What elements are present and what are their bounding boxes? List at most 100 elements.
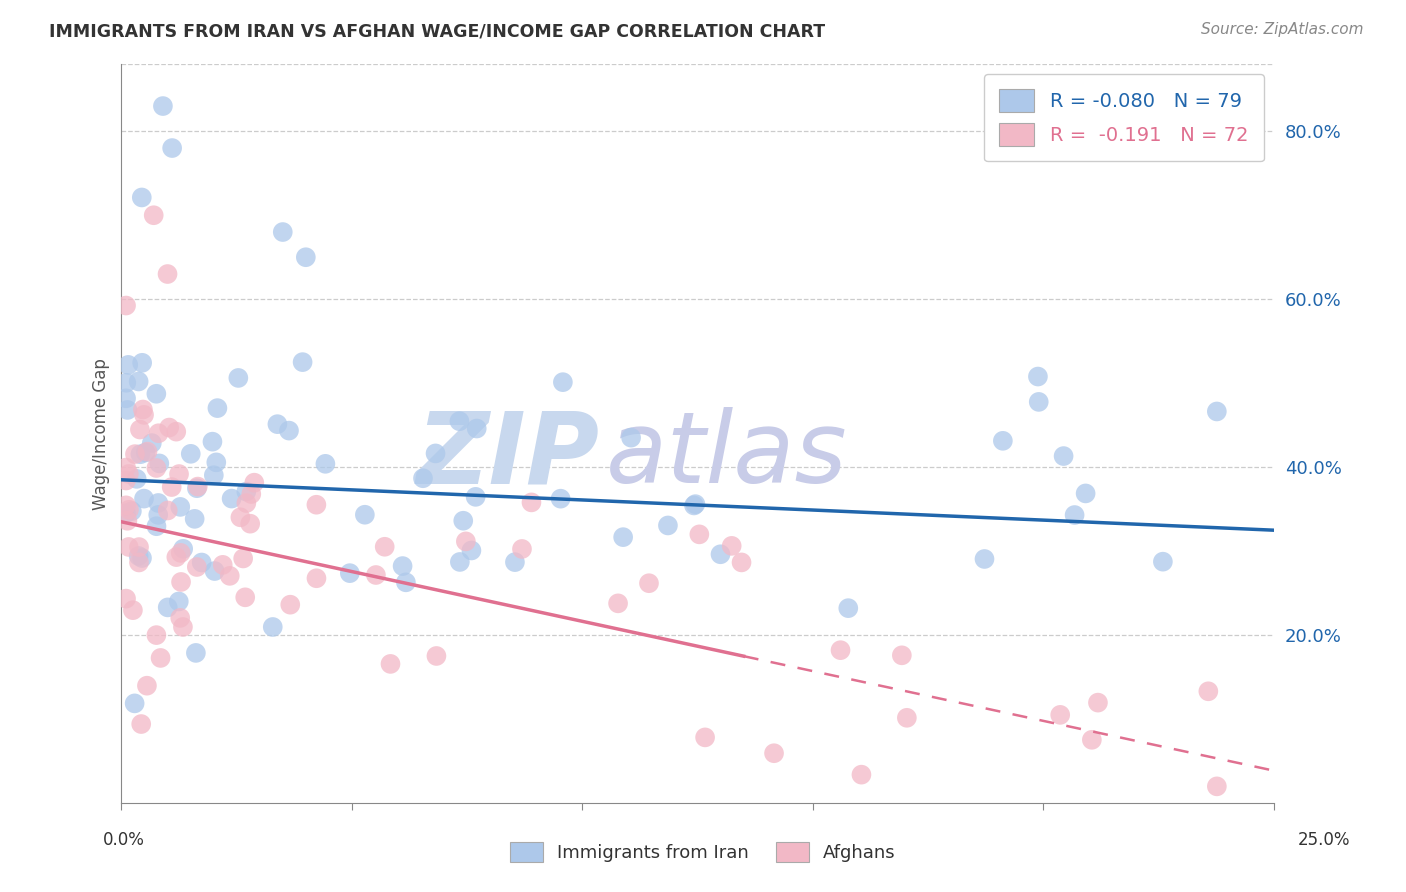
Point [1205,780,1227,794]
Point [339,566,361,581]
Point [830,643,852,657]
Point [240,487,263,501]
Point [1087,696,1109,710]
Y-axis label: Wage/Income Gap: Wage/Income Gap [93,358,110,509]
Point [205,455,228,469]
Point [295,250,318,264]
Point [184,646,207,660]
Point [837,601,859,615]
Point [128,540,150,554]
Point [454,534,477,549]
Point [685,497,707,511]
Point [115,299,138,313]
Point [233,591,256,605]
Point [607,596,630,610]
Point [391,559,413,574]
Point [172,541,194,556]
Point [720,539,742,553]
Point [183,512,205,526]
Point [1152,555,1174,569]
Point [243,475,266,490]
Text: atlas: atlas [606,408,846,504]
Point [425,648,447,663]
Point [165,425,187,439]
Point [117,514,139,528]
Point [412,471,434,485]
Point [145,628,167,642]
Point [395,575,418,590]
Point [115,499,138,513]
Point [145,519,167,533]
Point [160,480,183,494]
Point [186,481,208,495]
Point [374,540,396,554]
Point [278,598,301,612]
Point [124,447,146,461]
Point [115,392,138,406]
Point [115,591,138,606]
Text: 25.0%: 25.0% [1298,831,1351,849]
Point [465,421,488,435]
Point [186,560,208,574]
Point [991,434,1014,448]
Point [1026,369,1049,384]
Text: IMMIGRANTS FROM IRAN VS AFGHAN WAGE/INCOME GAP CORRELATION CHART: IMMIGRANTS FROM IRAN VS AFGHAN WAGE/INCO… [49,22,825,40]
Point [132,402,155,417]
Point [291,355,314,369]
Point [202,468,225,483]
Point [142,208,165,222]
Point [180,447,202,461]
Point [204,564,226,578]
Point [132,491,155,506]
Point [232,551,254,566]
Point [364,568,387,582]
Point [149,651,172,665]
Point [449,555,471,569]
Point [131,551,153,566]
Point [118,467,141,481]
Point [117,358,139,372]
Point [190,556,212,570]
Point [1074,486,1097,500]
Point [1197,684,1219,698]
Point [115,460,138,475]
Point [451,514,474,528]
Point [128,549,150,563]
Point [709,547,731,561]
Point [129,423,152,437]
Point [239,516,262,531]
Point [218,569,240,583]
Point [657,518,679,533]
Point [157,420,180,434]
Point [187,479,209,493]
Point [1205,404,1227,418]
Text: 0.0%: 0.0% [103,831,145,849]
Text: ZIP: ZIP [416,408,600,504]
Point [148,496,170,510]
Point [128,556,150,570]
Point [449,414,471,428]
Text: Source: ZipAtlas.com: Source: ZipAtlas.com [1201,22,1364,37]
Point [136,444,159,458]
Point [464,490,486,504]
Point [117,403,139,417]
Point [973,552,995,566]
Point [115,506,138,520]
Point [170,546,193,560]
Point [229,510,252,524]
Point [620,431,643,445]
Point [167,467,190,481]
Point [520,495,543,509]
Point [141,436,163,450]
Point [135,445,157,459]
Point [305,498,328,512]
Point [148,426,170,441]
Point [314,457,336,471]
Point [688,527,710,541]
Point [271,225,294,239]
Point [1052,449,1074,463]
Point [612,530,634,544]
Point [148,457,170,471]
Point [125,472,148,486]
Point [131,356,153,370]
